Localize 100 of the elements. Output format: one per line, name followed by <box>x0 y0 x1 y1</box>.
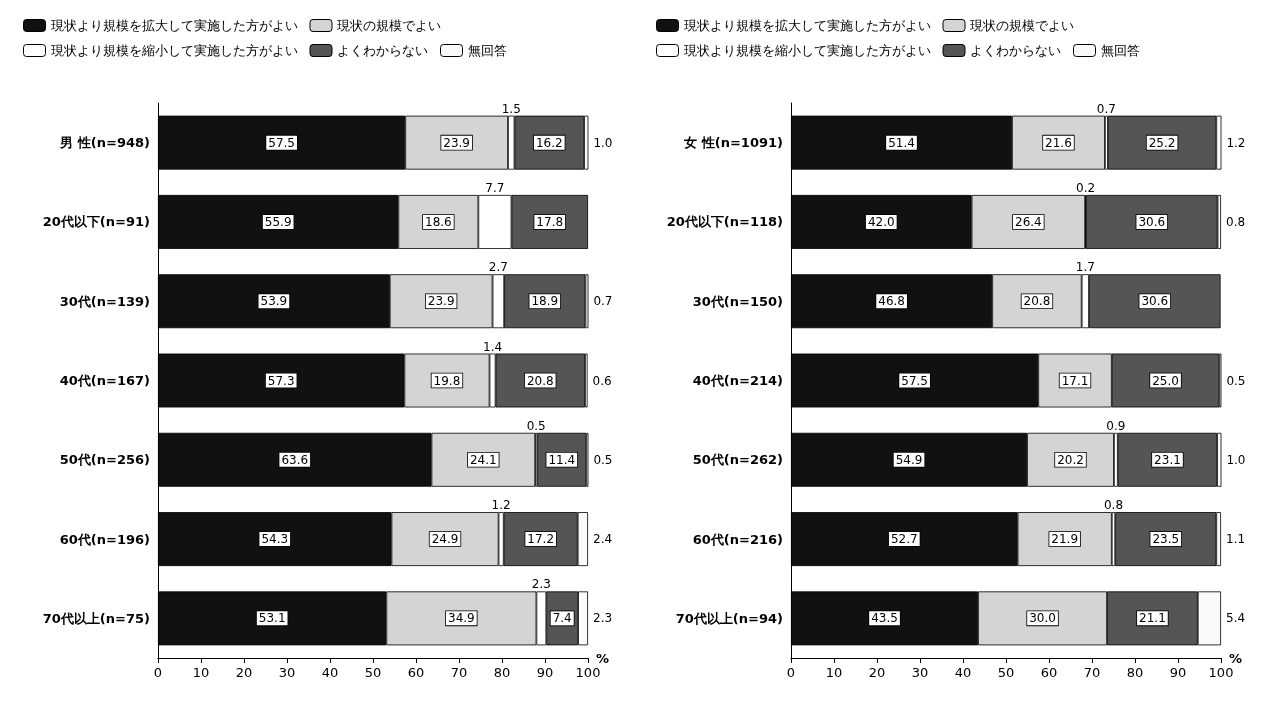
data-label: 24.9 <box>431 532 459 547</box>
data-label: 2.4 <box>593 532 613 547</box>
data-label: 63.6 <box>281 452 309 467</box>
data-label: 20.8 <box>1023 294 1051 309</box>
data-label: 51.4 <box>888 135 915 150</box>
data-label: 25.2 <box>1148 135 1176 150</box>
x-tick-label: 50 <box>364 665 382 680</box>
data-label: 18.9 <box>531 294 559 309</box>
x-tick-label: 30 <box>911 665 929 680</box>
data-label: 30.6 <box>1141 294 1169 309</box>
data-label: 7.7 <box>485 180 505 195</box>
x-axis-title: % <box>596 650 610 666</box>
x-tick-label: 40 <box>954 665 972 680</box>
y-tick-label: 70代以上(n=94) <box>675 610 783 626</box>
data-label: 11.4 <box>548 452 576 467</box>
data-label: 7.4 <box>552 611 572 626</box>
data-label: 16.2 <box>535 135 563 150</box>
x-tick-label: 50 <box>997 665 1015 680</box>
data-label: 57.5 <box>268 135 295 150</box>
data-label: 1.0 <box>1226 452 1246 467</box>
data-label: 57.3 <box>267 373 295 388</box>
data-label: 2.7 <box>488 260 508 275</box>
x-tick-label: 0 <box>153 665 163 680</box>
data-label: 25.0 <box>1152 373 1179 388</box>
x-tick-label: 80 <box>1126 665 1144 680</box>
x-tick-label: 0 <box>786 665 796 680</box>
data-label: 1.1 <box>1226 532 1246 547</box>
bar <box>1115 512 1217 567</box>
x-tick-label: 20 <box>868 665 886 680</box>
legend-label: 無回答 <box>467 43 507 58</box>
data-label: 0.7 <box>1096 101 1116 116</box>
data-label: 21.6 <box>1045 135 1072 150</box>
y-tick-label: 70代以上(n=75) <box>42 610 150 626</box>
x-tick-label: 60 <box>407 665 425 680</box>
data-label: 0.2 <box>1076 180 1096 195</box>
data-label: 19.8 <box>433 373 461 388</box>
y-tick-label: 30代(n=150) <box>692 293 783 309</box>
x-tick-label: 20 <box>235 665 253 680</box>
data-label: 23.9 <box>427 294 455 309</box>
data-label: 1.2 <box>491 498 511 513</box>
data-label: 1.7 <box>1075 260 1095 275</box>
data-label: 2.3 <box>593 611 613 626</box>
data-label: 17.8 <box>536 214 564 229</box>
legend-label: よくわからない <box>970 43 1061 58</box>
y-tick-label: 60代(n=216) <box>692 531 783 547</box>
y-tick-label: 20代以下(n=91) <box>42 214 150 230</box>
data-label: 17.2 <box>527 532 555 547</box>
data-label: 20.8 <box>526 373 554 388</box>
data-label: 1.2 <box>1226 135 1246 150</box>
data-label: 1.0 <box>593 135 613 150</box>
data-label: 21.1 <box>1139 611 1166 626</box>
legend-label: 無回答 <box>1100 43 1140 58</box>
data-label: 20.2 <box>1057 452 1084 467</box>
x-tick-label: 100 <box>575 665 601 680</box>
y-tick-label: 50代(n=262) <box>692 452 783 468</box>
data-label: 18.6 <box>425 214 452 229</box>
data-label: 2.3 <box>531 577 551 592</box>
data-label: 24.1 <box>469 452 497 467</box>
legend-label: 現状より規模を拡大して実施した方がよい <box>50 18 298 33</box>
x-tick-label: 10 <box>192 665 210 680</box>
x-tick-label: 30 <box>278 665 296 680</box>
data-label: 0.5 <box>526 418 546 433</box>
data-label: 23.5 <box>1152 532 1180 547</box>
x-tick-label: 70 <box>450 665 468 680</box>
data-label: 30.0 <box>1029 611 1056 626</box>
data-label: 53.9 <box>260 294 288 309</box>
data-label: 0.8 <box>1103 498 1124 513</box>
data-label: 42.0 <box>867 214 895 229</box>
x-tick-label: 100 <box>1208 665 1234 680</box>
data-label: 53.1 <box>258 611 286 626</box>
y-tick-label: 60代(n=196) <box>59 531 150 547</box>
data-label: 0.9 <box>1106 418 1126 433</box>
data-label: 0.6 <box>592 373 612 388</box>
legend-label: 現状より規模を拡大して実施した方がよい <box>683 18 931 33</box>
data-label: 5.4 <box>1226 611 1246 626</box>
y-tick-label: 30代(n=139) <box>59 293 150 309</box>
y-tick-label: 40代(n=214) <box>692 373 783 388</box>
x-tick-label: 10 <box>825 665 843 680</box>
x-tick-label: 70 <box>1083 665 1101 680</box>
data-label: 46.8 <box>878 294 905 309</box>
data-label: 1.5 <box>501 101 521 116</box>
x-tick-label: 60 <box>1040 665 1058 680</box>
x-axis-title: % <box>1229 650 1243 666</box>
legend-label: 現状の規模でよい <box>337 18 441 33</box>
data-label: 43.5 <box>871 611 898 626</box>
legend-label: 現状の規模でよい <box>970 18 1074 33</box>
data-label: 30.6 <box>1138 214 1166 229</box>
x-tick-label: 90 <box>1169 665 1187 680</box>
data-label: 23.1 <box>1154 452 1181 467</box>
data-label: 26.4 <box>1015 214 1042 229</box>
x-tick-label: 40 <box>321 665 339 680</box>
bar <box>1117 432 1218 487</box>
data-label: 54.3 <box>261 532 289 547</box>
data-label: 1.4 <box>482 339 503 354</box>
data-label: 55.9 <box>264 214 292 229</box>
y-tick-label: 40代(n=167) <box>59 373 150 388</box>
legend-label: 現状より規模を縮小して実施した方がよい <box>50 43 298 58</box>
data-label: 0.7 <box>593 294 613 309</box>
data-label: 0.5 <box>1226 373 1246 388</box>
y-tick-label: 50代(n=256) <box>59 452 150 468</box>
